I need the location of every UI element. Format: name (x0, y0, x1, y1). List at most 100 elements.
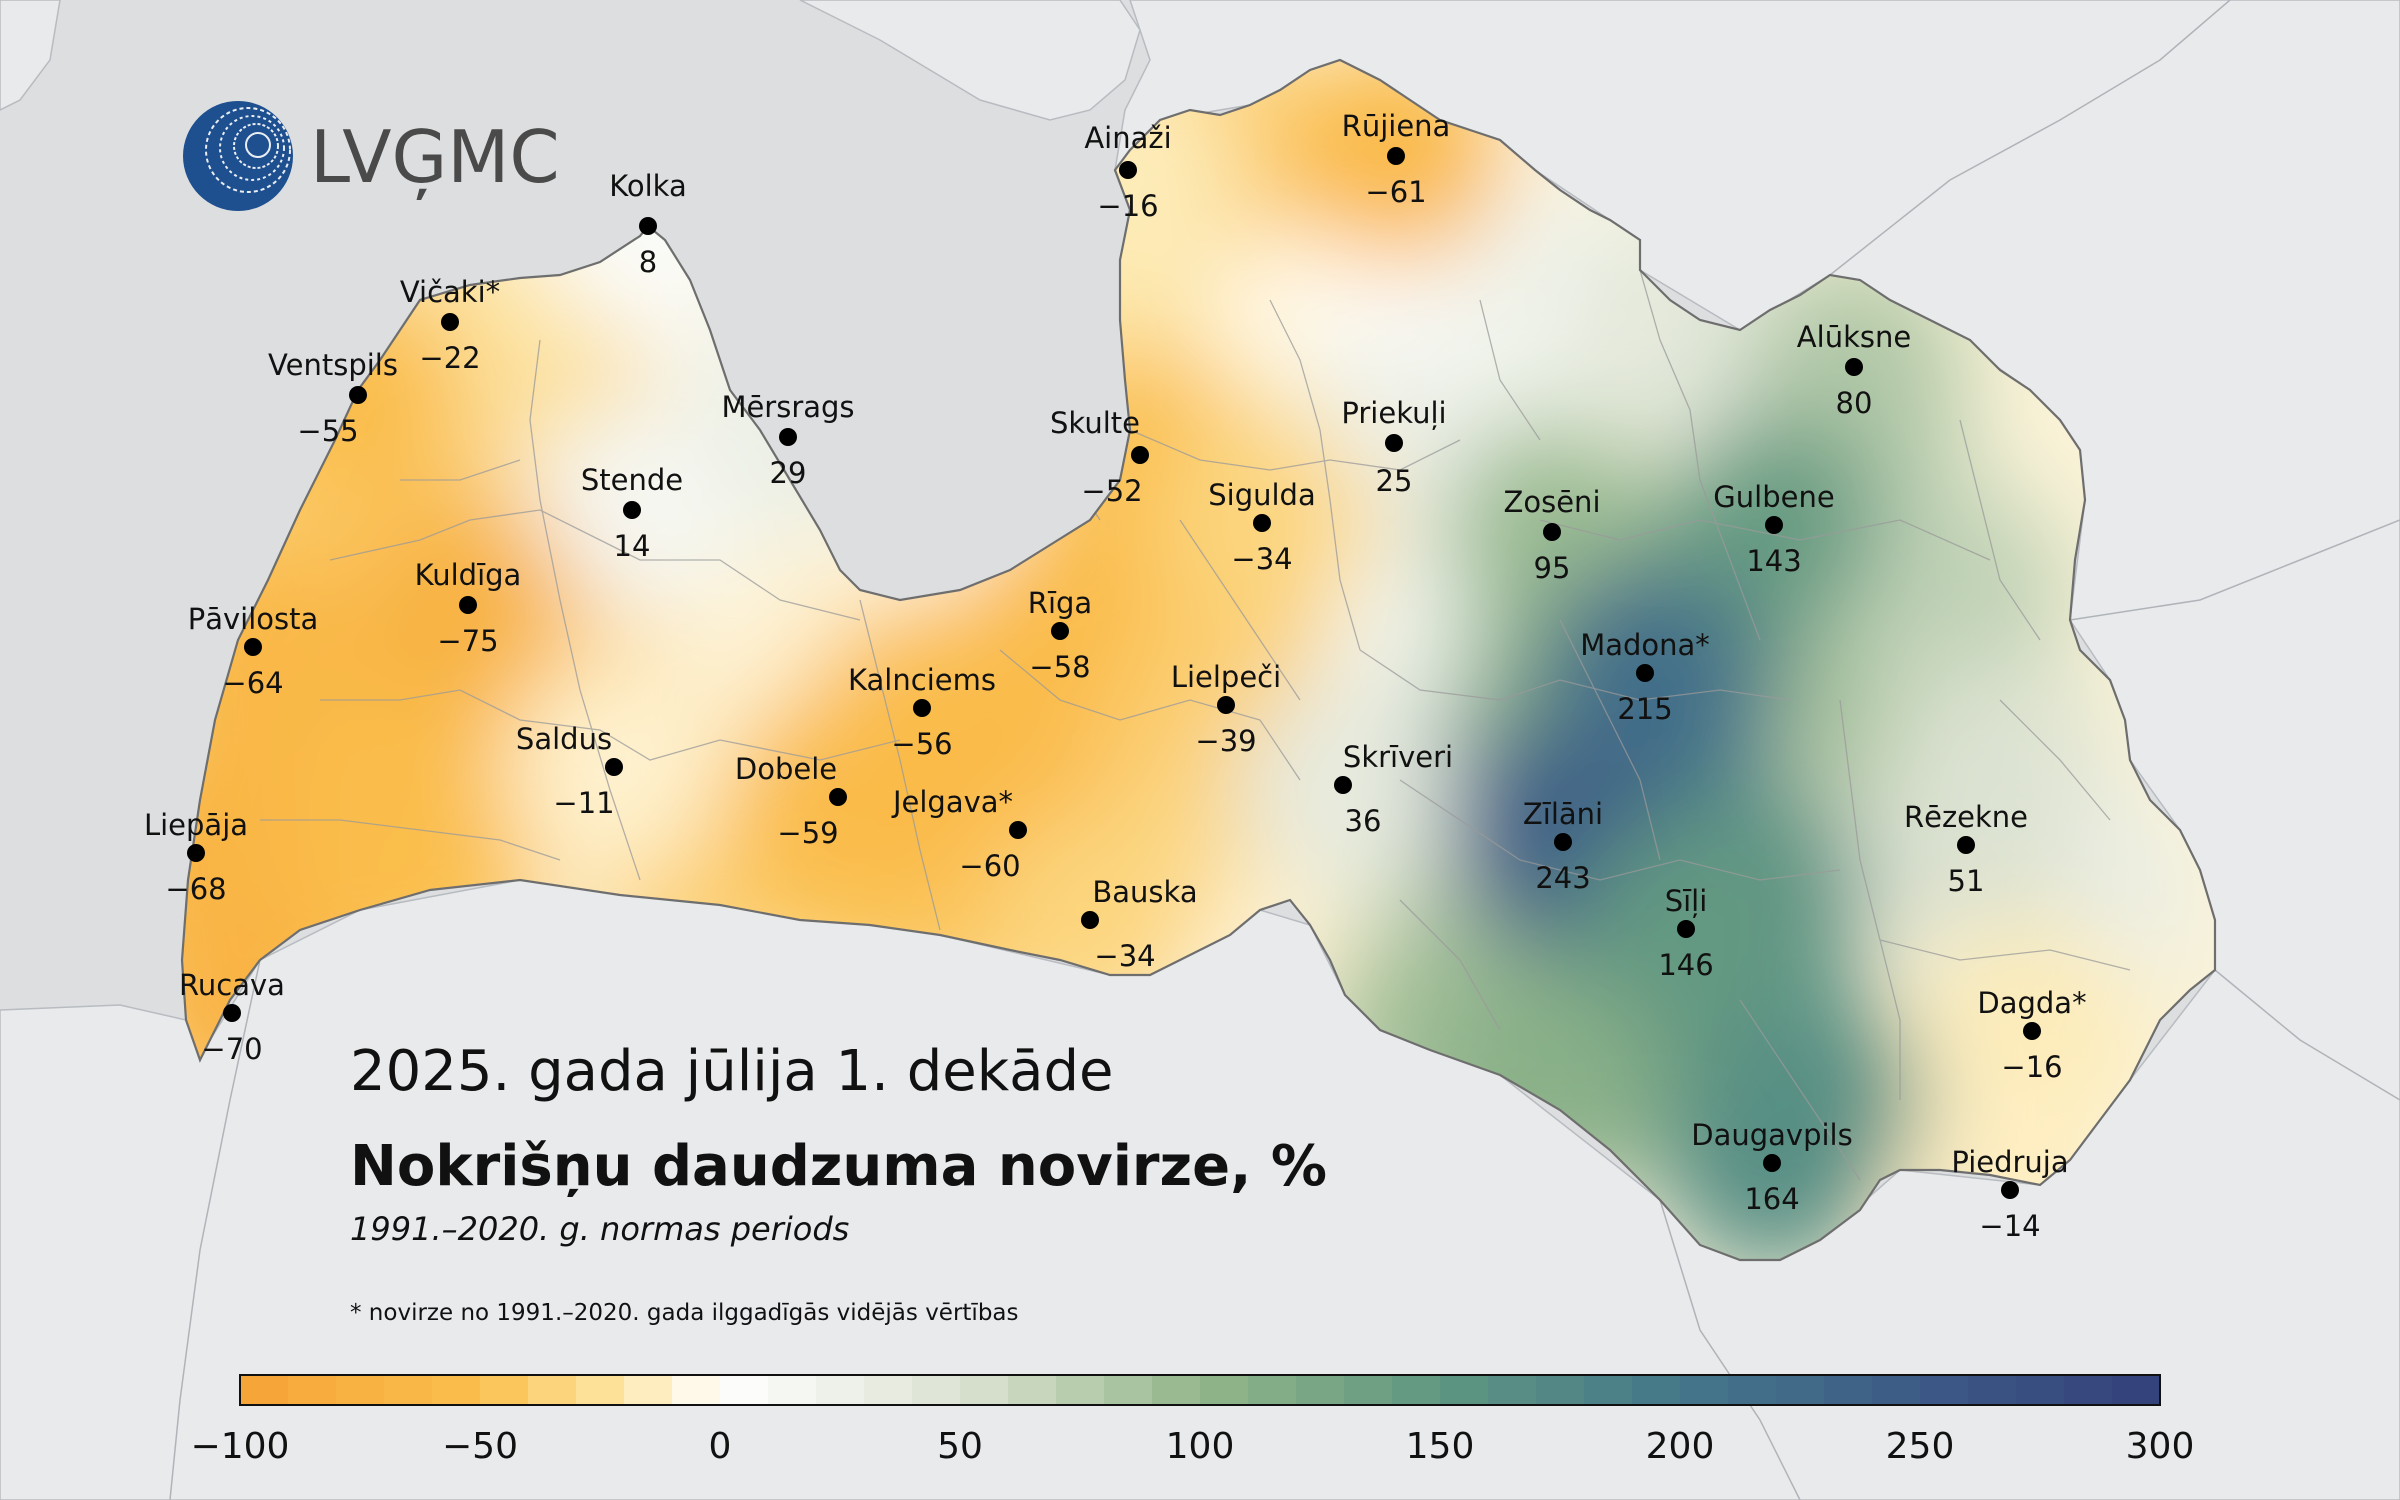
station-dot (1765, 516, 1783, 534)
station-value: −58 (1029, 650, 1090, 684)
legend-swatch (528, 1375, 577, 1405)
station-value: −34 (1231, 542, 1292, 576)
station-kalnciems: Kalnciems −56 (848, 663, 996, 761)
station-dot (1387, 147, 1405, 165)
station-name: Alūksne (1797, 320, 1911, 354)
station-name: Kuldīga (415, 558, 522, 592)
legend-swatch (1680, 1375, 1729, 1405)
station-value: 80 (1836, 386, 1873, 420)
station-name: Daugavpils (1691, 1118, 1852, 1152)
station-name: Madona* (1580, 628, 1710, 662)
legend-swatch (1920, 1375, 1969, 1405)
station-value: −60 (959, 849, 1020, 883)
station-dot (1081, 911, 1099, 929)
legend-swatch (1488, 1375, 1537, 1405)
station-name: Zosēni (1504, 485, 1601, 519)
station-value: 95 (1534, 551, 1571, 585)
station-kolka: Kolka 8 (609, 169, 686, 279)
legend-tick-label: 250 (1886, 1426, 1955, 1467)
legend-swatch (912, 1375, 961, 1405)
station-name: Rēzekne (1904, 800, 2028, 834)
legend-tick-labels: −100 −50 0 50 100 150 200 250 300 (191, 1426, 2195, 1467)
station-dot (1554, 833, 1572, 851)
station-dot (1845, 358, 1863, 376)
station-dot (829, 788, 847, 806)
station-rīga: Rīga −58 (1028, 586, 1092, 684)
station-value: 36 (1345, 804, 1382, 838)
latvia-outline (180, 58, 2217, 1262)
legend-swatch (2064, 1375, 2113, 1405)
station-value: −61 (1365, 175, 1426, 209)
station-name: Zīlāni (1523, 797, 1603, 831)
legend-swatch (1296, 1375, 1345, 1405)
station-name: Kolka (609, 169, 686, 203)
legend-tick-label: 0 (709, 1426, 732, 1467)
legend-tick-label: −50 (442, 1426, 518, 1467)
logo-globe-icon (183, 101, 293, 211)
station-value: −22 (419, 341, 480, 375)
station-vičaki: Vičaki* −22 (400, 275, 500, 375)
legend-swatch (1584, 1375, 1633, 1405)
legend-swatch (816, 1375, 865, 1405)
station-name: Dagda* (1977, 986, 2086, 1020)
station-piedruja: Piedruja −14 (1951, 1145, 2068, 1243)
station-name: Mērsrags (721, 390, 854, 424)
station-value: −64 (222, 666, 283, 700)
legend-frame (239, 1374, 2161, 1406)
station-dot (1543, 523, 1561, 541)
station-value: −16 (2001, 1050, 2062, 1084)
map-title-line3: 1991.–2020. g. normas periods (350, 1210, 849, 1248)
station-value: −70 (201, 1032, 262, 1066)
station-dot (605, 758, 623, 776)
station-name: Gulbene (1713, 480, 1834, 514)
station-name: Jelgava* (891, 785, 1013, 819)
station-name: Saldus (516, 722, 612, 756)
station-dot (1677, 920, 1695, 938)
station-rucava: Rucava −70 (179, 968, 285, 1066)
legend-swatch (624, 1375, 673, 1405)
station-madona: Madona* 215 (1580, 628, 1710, 726)
station-name: Liepāja (144, 808, 248, 842)
station-name: Skrīveri (1343, 740, 1453, 774)
station-value: −14 (1979, 1209, 2040, 1243)
legend-swatch (1632, 1375, 1681, 1405)
station-value: −59 (777, 816, 838, 850)
legend-swatch (2112, 1375, 2161, 1405)
legend-swatch (960, 1375, 1009, 1405)
legend-swatch (1728, 1375, 1777, 1405)
legend-tick-label: 100 (1166, 1426, 1235, 1467)
station-zīlāni: Zīlāni 243 (1523, 797, 1603, 895)
station-zosēni: Zosēni 95 (1504, 485, 1601, 585)
station-name: Priekuļi (1341, 396, 1446, 430)
legend-tick-label: 300 (2126, 1426, 2195, 1467)
legend-tick-label: −100 (191, 1426, 290, 1467)
station-rēzekne: Rēzekne 51 (1904, 800, 2028, 898)
legend-swatch (336, 1375, 385, 1405)
station-name: Stende (581, 463, 683, 497)
station-ainaži: Ainaži −16 (1084, 121, 1171, 223)
map-title-line2: Nokrišņu daudzuma novirze, % (350, 1134, 1327, 1199)
legend-swatch (1008, 1375, 1057, 1405)
station-value: 243 (1535, 861, 1590, 895)
legend-swatch (1968, 1375, 2017, 1405)
station-dot (1636, 664, 1654, 682)
station-value: −39 (1195, 724, 1256, 758)
station-alūksne: Alūksne 80 (1797, 320, 1911, 420)
station-dot (779, 428, 797, 446)
legend-swatch (1536, 1375, 1585, 1405)
station-priekuļi: Priekuļi 25 (1341, 396, 1446, 498)
station-name: Bauska (1092, 875, 1197, 909)
legend-swatch (1776, 1375, 1825, 1405)
station-name: Ventspils (268, 348, 398, 382)
island-west (0, 0, 61, 111)
station-name: Ainaži (1084, 121, 1171, 155)
station-dot (639, 217, 657, 235)
station-dot (1217, 696, 1235, 714)
station-dot (1119, 161, 1137, 179)
station-skulte: Skulte −52 (1050, 406, 1149, 508)
station-name: Rūjiena (1342, 109, 1451, 143)
station-dot (244, 638, 262, 656)
station-liepāja: Liepāja −68 (144, 808, 248, 906)
station-dot (1385, 434, 1403, 452)
